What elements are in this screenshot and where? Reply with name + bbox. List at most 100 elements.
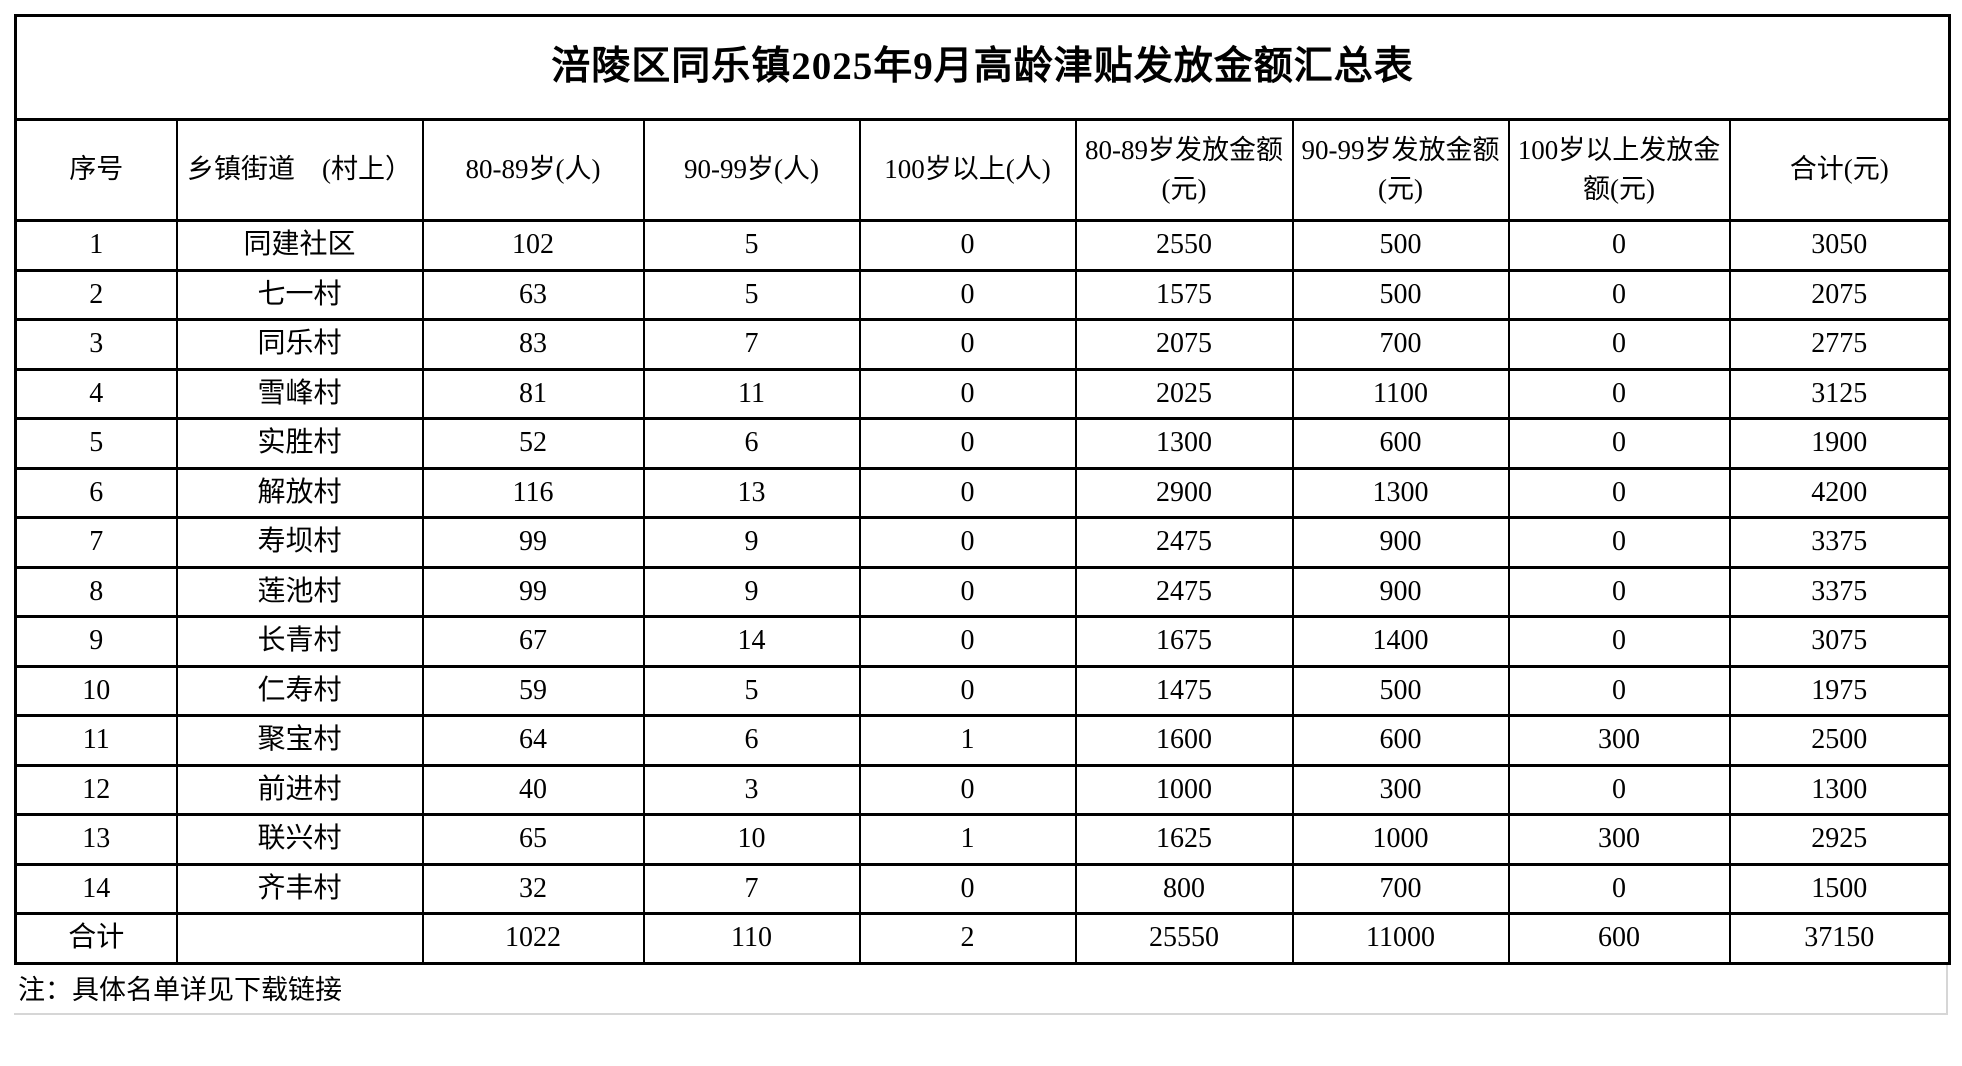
count-80-89-cell: 99 [421,516,645,569]
count-80-89-cell: 99 [421,565,645,618]
title-row: 涪陵区同乐镇2025年9月高龄津贴发放金额汇总表 [14,14,1951,121]
header-age-90-99-count: 90-99岁(人) [642,118,861,222]
count-90-99-cell: 11 [642,367,861,420]
total-cell: 3050 [1728,219,1951,272]
amount-90-99-cell: 1100 [1291,367,1510,420]
village-cell: 同乐村 [175,318,424,371]
table-row: 14 齐丰村 32 7 0 800 700 0 1500 [14,862,1951,915]
table-row: 13 联兴村 65 10 1 1625 1000 300 2925 [14,813,1951,866]
serial-cell: 10 [14,664,178,717]
amount-100-plus-cell: 0 [1507,565,1731,618]
amount-100-plus-cell: 300 [1507,714,1731,767]
amount-90-99-cell: 11000 [1291,912,1510,965]
amount-80-89-cell: 1000 [1074,763,1294,816]
total-cell: 2925 [1728,813,1951,866]
amount-90-99-cell: 900 [1291,516,1510,569]
amount-80-89-cell: 1625 [1074,813,1294,866]
total-cell: 1975 [1728,664,1951,717]
count-80-89-cell: 81 [421,367,645,420]
amount-80-89-cell: 800 [1074,862,1294,915]
header-row: 序号 乡镇街道 (村上） 80-89岁(人) 90-99岁(人) 100岁以上(… [14,118,1951,222]
table-row: 5 实胜村 52 6 0 1300 600 0 1900 [14,417,1951,470]
table-row: 8 莲池村 99 9 0 2475 900 0 3375 [14,565,1951,618]
amount-100-plus-cell: 0 [1507,318,1731,371]
serial-cell: 9 [14,615,178,668]
village-cell: 联兴村 [175,813,424,866]
village-cell: 莲池村 [175,565,424,618]
village-cell: 长青村 [175,615,424,668]
amount-80-89-cell: 2550 [1074,219,1294,272]
count-100-plus-cell: 1 [858,813,1077,866]
amount-100-plus-cell: 0 [1507,664,1731,717]
count-90-99-cell: 13 [642,466,861,519]
amount-80-89-cell: 2025 [1074,367,1294,420]
header-serial-number: 序号 [14,118,178,222]
amount-90-99-cell: 700 [1291,862,1510,915]
header-age-100-plus-count: 100岁以上(人) [858,118,1077,222]
count-100-plus-cell: 1 [858,714,1077,767]
count-100-plus-cell: 0 [858,516,1077,569]
village-cell: 七一村 [175,268,424,321]
amount-80-89-cell: 1575 [1074,268,1294,321]
amount-90-99-cell: 600 [1291,714,1510,767]
total-cell: 3375 [1728,516,1951,569]
serial-cell: 7 [14,516,178,569]
amount-100-plus-cell: 0 [1507,367,1731,420]
village-cell: 解放村 [175,466,424,519]
total-cell: 4200 [1728,466,1951,519]
amount-80-89-cell: 25550 [1074,912,1294,965]
count-100-plus-cell: 0 [858,763,1077,816]
header-amount-80-89: 80-89岁发放金额(元) [1074,118,1294,222]
amount-90-99-cell: 900 [1291,565,1510,618]
count-90-99-cell: 6 [642,417,861,470]
count-80-89-cell: 102 [421,219,645,272]
serial-cell: 6 [14,466,178,519]
count-100-plus-cell: 0 [858,417,1077,470]
total-cell: 2075 [1728,268,1951,321]
header-township-village: 乡镇街道 (村上） [175,118,424,222]
subsidy-summary-sheet: 涪陵区同乐镇2025年9月高龄津贴发放金额汇总表 序号 乡镇街道 (村上） 80… [14,14,1952,1015]
amount-100-plus-cell: 0 [1507,763,1731,816]
count-100-plus-cell: 0 [858,367,1077,420]
total-row: 合计 1022 110 2 25550 11000 600 37150 [14,912,1951,965]
table-row: 11 聚宝村 64 6 1 1600 600 300 2500 [14,714,1951,767]
amount-100-plus-cell: 0 [1507,615,1731,668]
amount-80-89-cell: 2475 [1074,565,1294,618]
count-90-99-cell: 6 [642,714,861,767]
count-80-89-cell: 52 [421,417,645,470]
amount-100-plus-cell: 0 [1507,466,1731,519]
serial-cell: 3 [14,318,178,371]
count-90-99-cell: 10 [642,813,861,866]
count-90-99-cell: 14 [642,615,861,668]
amount-90-99-cell: 1400 [1291,615,1510,668]
count-90-99-cell: 5 [642,219,861,272]
village-cell [175,912,424,965]
count-90-99-cell: 110 [642,912,861,965]
total-cell: 37150 [1728,912,1951,965]
serial-cell: 2 [14,268,178,321]
table-row: 4 雪峰村 81 11 0 2025 1100 0 3125 [14,367,1951,420]
total-cell: 2500 [1728,714,1951,767]
header-amount-90-99: 90-99岁发放金额(元) [1291,118,1510,222]
header-total-amount: 合计(元) [1728,118,1951,222]
village-cell: 寿坝村 [175,516,424,569]
amount-90-99-cell: 700 [1291,318,1510,371]
amount-90-99-cell: 1300 [1291,466,1510,519]
village-cell: 仁寿村 [175,664,424,717]
total-cell: 1900 [1728,417,1951,470]
count-80-89-cell: 67 [421,615,645,668]
amount-90-99-cell: 500 [1291,664,1510,717]
subsidy-summary-table: 涪陵区同乐镇2025年9月高龄津贴发放金额汇总表 序号 乡镇街道 (村上） 80… [14,14,1952,965]
page-title: 涪陵区同乐镇2025年9月高龄津贴发放金额汇总表 [14,14,1951,121]
village-cell: 前进村 [175,763,424,816]
amount-80-89-cell: 2075 [1074,318,1294,371]
count-80-89-cell: 32 [421,862,645,915]
header-age-80-89-count: 80-89岁(人) [421,118,645,222]
amount-90-99-cell: 500 [1291,219,1510,272]
count-100-plus-cell: 0 [858,615,1077,668]
total-cell: 3075 [1728,615,1951,668]
serial-cell: 5 [14,417,178,470]
table-row: 3 同乐村 83 7 0 2075 700 0 2775 [14,318,1951,371]
count-90-99-cell: 9 [642,516,861,569]
count-80-89-cell: 63 [421,268,645,321]
